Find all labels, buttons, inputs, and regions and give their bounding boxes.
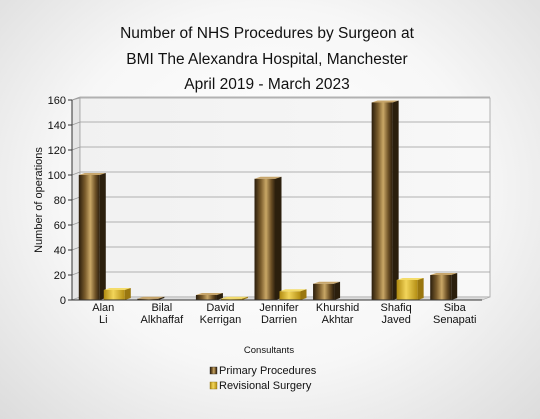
grid-line-side [71,196,81,201]
y-tick-label: 100 [48,170,66,182]
plot-back-wall [79,97,491,298]
bar-top [313,281,341,284]
y-tick-label: 140 [48,120,66,132]
grid-line-side [71,221,81,226]
bar-face [195,295,217,300]
x-tick-label: Kerrigan [200,314,242,326]
bar-top [430,273,458,275]
bar-primary [313,281,341,300]
bar-face [313,283,335,300]
bar-face [254,178,276,300]
x-tick-label: Javed [381,314,410,326]
plot-area [71,96,491,301]
bar-primary [254,176,282,300]
chart-title-line-1: Number of NHS Procedures by Surgeon at [120,25,414,42]
bar-side [241,296,248,300]
x-tick-label: Bilal [151,302,172,314]
bar-revisional [279,289,307,300]
bar-primary [137,296,165,300]
y-tick-label: 160 [48,95,66,107]
bar-face [279,291,301,300]
bar-side [392,100,399,300]
bar-face [371,102,393,300]
bar-revisional [220,296,248,300]
bar-side [275,176,282,300]
x-tick-label: Li [99,314,108,326]
y-tick-labels: 0 20 40 60 80 100 120 140 160 [48,95,72,307]
bar-primary [78,173,106,300]
legend-label-primary: Primary Procedures [219,365,317,377]
y-tick-label: 0 [60,295,66,307]
chart-title-line-2: BMI The Alexandra Hospital, Manchester [126,51,407,68]
bar-face [78,175,100,300]
y-tick-label: 120 [48,145,66,157]
bar-side [99,173,106,300]
grid-line-side [71,246,81,251]
legend: Primary Procedures Revisional Surgery [209,365,317,392]
bar-face [103,290,125,300]
grid-line-side [71,171,81,176]
bar-top [396,278,424,280]
bar-top [279,289,307,292]
x-axis-title: Consultants [244,345,294,356]
y-tick-label: 80 [54,195,66,207]
x-tick-label: Darrien [261,314,297,326]
bar-revisional [103,288,131,300]
x-tick-label: David [206,302,234,314]
x-tick-label: Senapati [433,314,476,326]
bar-side [417,278,424,300]
x-tick-label: Siba [444,302,467,314]
x-tick-label: Alkhaffaf [141,314,185,326]
legend-swatch-revisional [209,381,218,390]
bar-side [158,296,165,300]
legend-swatch-primary [209,366,218,375]
bar-top [371,100,399,103]
bar-side [334,281,341,300]
y-tick-label: 60 [54,220,66,232]
bar-side [300,289,307,300]
x-tick-label: Shafiq [381,302,412,314]
grid-line-side [71,121,81,126]
bar-side [216,293,223,300]
bar-primary [371,100,399,300]
x-tick-label: Jennifer [259,302,298,314]
grid-line-side [71,146,81,151]
bar-top [78,173,106,175]
bar-top [137,296,165,299]
x-tick-label: Akhtar [322,314,354,326]
bar-top [195,293,223,295]
grid-line-side [71,96,81,101]
bar-face [396,280,418,300]
x-tick-label: Alan [92,302,114,314]
chart-title: Number of NHS Procedures by Surgeon at B… [120,25,414,93]
bar-revisional [396,278,424,300]
bar-top [254,176,282,179]
bar-face [220,298,242,300]
legend-label-revisional: Revisional Surgery [219,380,312,392]
y-tick-label: 20 [54,270,66,282]
grid-line-side [71,271,81,276]
bar-side [451,273,458,300]
y-axis-title: Number of operations [33,147,45,253]
bars [78,100,458,300]
bar-face [430,275,452,300]
bar-top [220,296,248,299]
bar-primary [430,273,458,300]
bar-primary [195,293,223,300]
grid-lines [71,96,490,276]
y-tick-label: 40 [54,245,66,257]
bar-side [124,288,131,300]
bar-top [103,288,131,290]
x-tick-label: Khurshid [316,302,359,314]
bar-face [137,298,159,300]
chart-title-line-3: April 2019 - March 2023 [184,76,349,93]
